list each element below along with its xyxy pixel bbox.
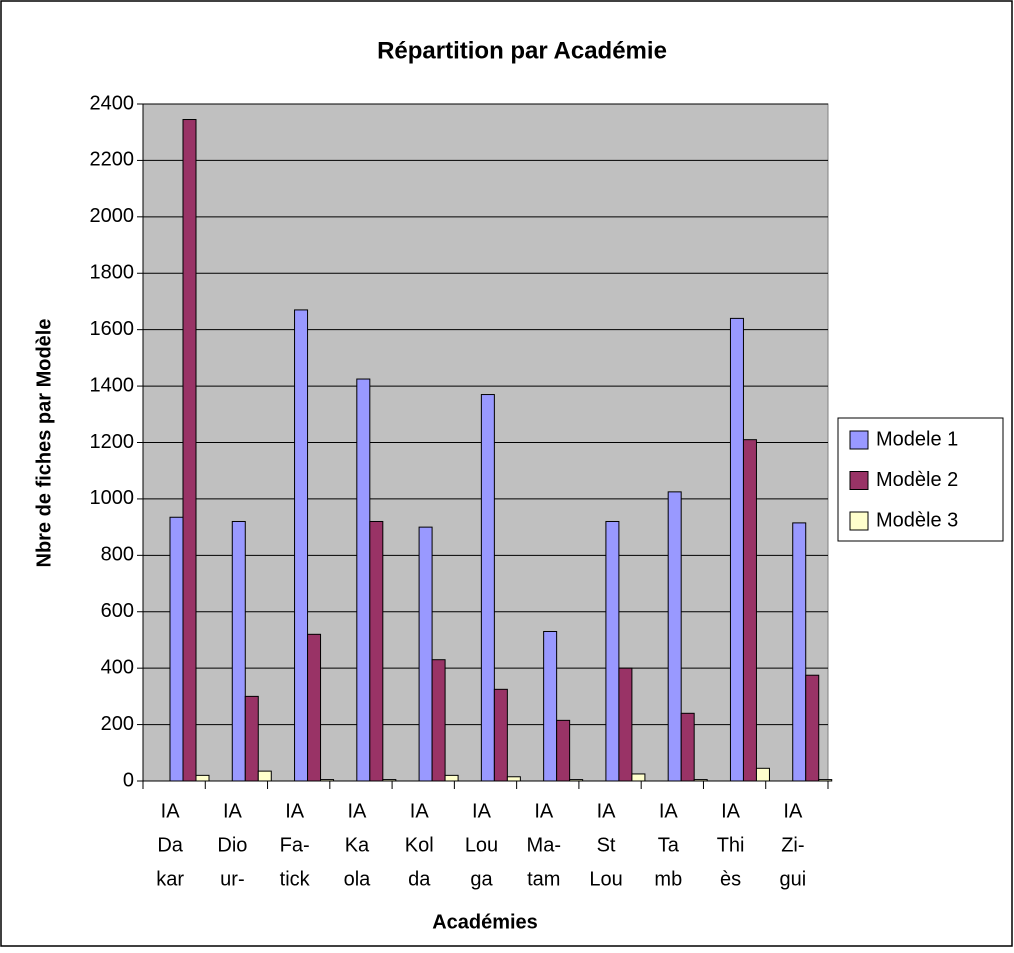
bar	[307, 633, 322, 782]
y-tick-label: 2400	[90, 92, 135, 114]
bar	[680, 712, 695, 782]
x-tick-label: ès	[720, 868, 741, 890]
y-tick-label: 1400	[90, 374, 135, 396]
x-tick-label: gui	[780, 868, 807, 890]
bar	[231, 520, 246, 782]
bar	[729, 317, 744, 782]
bar	[556, 719, 571, 782]
bar	[667, 491, 682, 782]
bar	[244, 695, 259, 782]
x-tick-label: da	[408, 868, 431, 890]
x-tick-label: tam	[527, 868, 560, 890]
bar	[195, 774, 210, 782]
y-tick-label: 200	[101, 713, 134, 735]
y-tick-label: 1800	[90, 262, 135, 284]
y-tick-label: 2000	[90, 205, 135, 227]
bar	[294, 309, 309, 782]
y-tick-label: 600	[101, 600, 134, 622]
x-tick-label: Dio	[217, 834, 247, 856]
x-tick-label: Thi	[717, 834, 745, 856]
x-tick-label: ur-	[220, 868, 244, 890]
bar	[169, 516, 184, 782]
bar	[755, 767, 770, 782]
x-tick-label: Lou	[589, 868, 622, 890]
x-tick-label: IA	[472, 800, 492, 822]
x-tick-label: IA	[783, 800, 803, 822]
bar	[742, 439, 757, 782]
x-tick-label: tick	[280, 868, 311, 890]
x-tick-label: ga	[470, 868, 493, 890]
legend-swatch	[849, 430, 869, 450]
x-tick-label: IA	[161, 800, 181, 822]
bar	[444, 774, 459, 782]
x-tick-label: St	[597, 834, 616, 856]
x-tick-label: IA	[348, 800, 368, 822]
y-tick-label: 1000	[90, 487, 135, 509]
bar	[543, 630, 558, 782]
x-tick-label: IA	[721, 800, 741, 822]
y-tick-label: 2200	[90, 149, 135, 171]
x-tick-label: IA	[597, 800, 617, 822]
y-tick-label: 800	[101, 544, 134, 566]
bar	[257, 770, 272, 782]
y-axis-title: Nbre de fiches par Modèle	[33, 319, 55, 568]
x-tick-label: IA	[223, 800, 243, 822]
x-tick-label: Fa-	[280, 834, 310, 856]
bar	[356, 378, 371, 782]
x-tick-label: Da	[157, 834, 183, 856]
x-tick-label: mb	[654, 868, 682, 890]
x-tick-label: IA	[659, 800, 679, 822]
bar	[431, 659, 446, 782]
y-tick-label: 0	[123, 769, 134, 791]
bar	[605, 520, 620, 782]
x-tick-label: Ta	[658, 834, 680, 856]
x-tick-label: Lou	[465, 834, 498, 856]
bar	[618, 667, 633, 782]
legend-swatch	[849, 471, 869, 490]
legend-swatch	[849, 511, 869, 531]
x-tick-label: Ma-	[527, 834, 561, 856]
bar	[631, 773, 646, 782]
bar	[182, 119, 197, 782]
x-tick-label: IA	[285, 800, 305, 822]
bar	[805, 674, 820, 782]
bar	[480, 394, 495, 782]
legend-label: Modele 1	[876, 428, 958, 450]
chart-title: Répartition par Académie	[377, 37, 667, 64]
legend-label: Modèle 3	[876, 509, 958, 531]
x-tick-label: IA	[410, 800, 430, 822]
x-tick-label: Kol	[405, 834, 434, 856]
y-tick-label: 1200	[90, 431, 135, 453]
x-tick-label: IA	[534, 800, 554, 822]
bar	[506, 776, 521, 782]
bar	[369, 520, 384, 782]
legend-label: Modèle 2	[876, 469, 958, 491]
x-tick-label: Zi-	[781, 834, 804, 856]
bar	[493, 688, 508, 782]
x-tick-label: ola	[344, 868, 372, 890]
bar	[792, 522, 807, 782]
x-tick-label: kar	[156, 868, 184, 890]
y-tick-label: 400	[101, 656, 134, 678]
bar	[418, 526, 433, 782]
x-axis-title: Académies	[432, 911, 538, 933]
y-tick-label: 1600	[90, 318, 135, 340]
x-tick-label: Ka	[345, 834, 370, 856]
